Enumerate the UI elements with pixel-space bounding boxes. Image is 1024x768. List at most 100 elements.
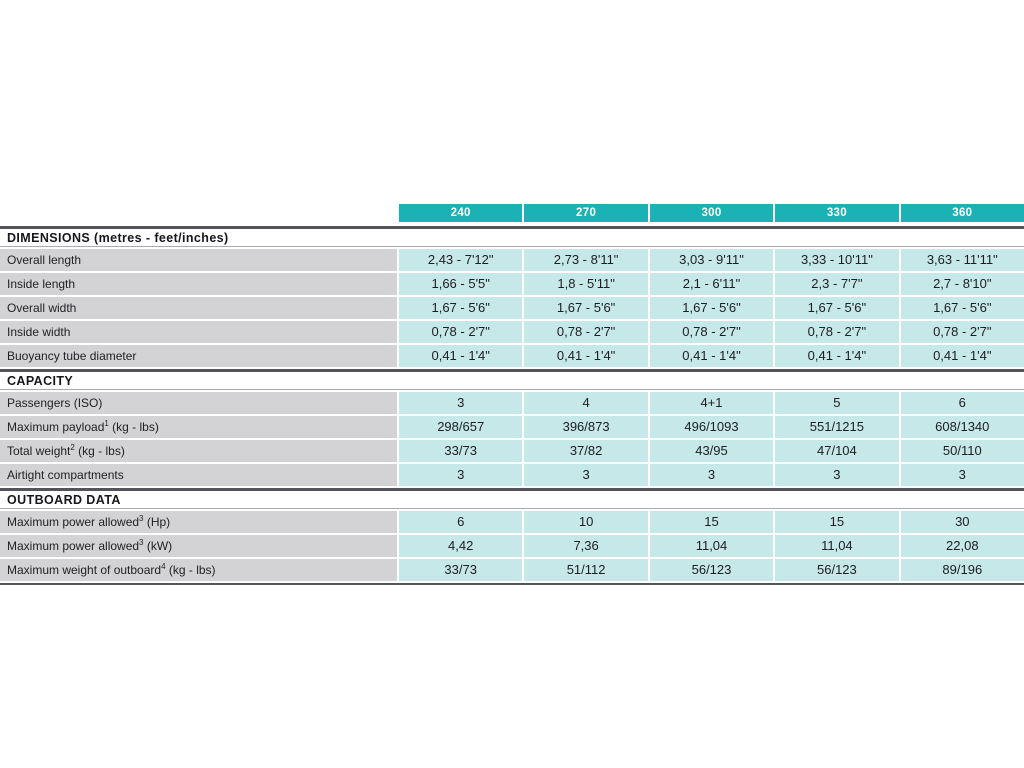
value-cell: 11,04 <box>649 535 774 557</box>
row-label-unit: (Hp) <box>143 515 171 529</box>
value-cell: 3 <box>399 464 523 486</box>
value-cell: 298/657 <box>399 416 523 438</box>
column-header-270: 270 <box>524 204 648 222</box>
value-cell: 551/1215 <box>775 416 899 438</box>
value-cell: 2,1 - 6'11" <box>649 273 774 295</box>
table-row: Maximum power allowed3 (Hp) 6 10 15 15 30 <box>0 511 1024 533</box>
value-cell: 6 <box>399 511 523 533</box>
value-cell: 2,73 - 8'11" <box>524 249 648 271</box>
value-cell: 30 <box>900 511 1024 533</box>
model-header-row: 240 270 300 330 360 <box>0 204 1024 222</box>
value-cell: 1,67 - 5'6" <box>649 297 774 319</box>
row-label-text: Maximum weight of outboard <box>7 563 162 577</box>
value-cell: 0,41 - 1'4" <box>900 345 1024 367</box>
row-label: Total weight2 (kg - lbs) <box>0 440 397 462</box>
row-label: Overall width <box>0 297 397 319</box>
value-cell: 3 <box>399 392 523 414</box>
table-row: Inside width 0,78 - 2'7" 0,78 - 2'7" 0,78 -… <box>0 321 1024 343</box>
column-header-300: 300 <box>649 204 774 222</box>
table-row: Total weight2 (kg - lbs) 33/73 37/82 43/95 4… <box>0 440 1024 462</box>
value-cell: 1,67 - 5'6" <box>775 297 899 319</box>
row-label-text: Total weight <box>7 444 71 458</box>
value-cell: 1,8 - 5'11" <box>524 273 648 295</box>
footnote-superscript: 2 <box>70 443 75 452</box>
value-cell: 3,03 - 9'11" <box>649 249 774 271</box>
value-cell: 0,78 - 2'7" <box>775 321 899 343</box>
row-label-text: Buoyancy tube diameter <box>7 349 137 363</box>
value-cell: 56/123 <box>775 559 899 581</box>
row-label-text: Overall width <box>7 301 77 315</box>
table-body: DIMENSIONS (metres - feet/inches) Overall… <box>0 226 1024 581</box>
table-row: Passengers (ISO) 3 4 4+1 5 6 <box>0 392 1024 414</box>
value-cell: 22,08 <box>900 535 1024 557</box>
row-label: Passengers (ISO) <box>0 392 397 414</box>
value-cell: 2,3 - 7'7" <box>775 273 899 295</box>
boat-specification-table: 240 270 300 330 360 DIMENSIONS (metres - fee… <box>0 204 1024 585</box>
value-cell: 1,67 - 5'6" <box>524 297 648 319</box>
value-cell: 89/196 <box>900 559 1024 581</box>
value-cell: 7,36 <box>524 535 648 557</box>
value-cell: 496/1093 <box>649 416 774 438</box>
value-cell: 3 <box>524 464 648 486</box>
table-row: Maximum weight of outboard4 (kg - lbs) 33… <box>0 559 1024 581</box>
row-label: Maximum weight of outboard4 (kg - lbs) <box>0 559 397 581</box>
value-cell: 50/110 <box>900 440 1024 462</box>
value-cell: 4,42 <box>399 535 523 557</box>
value-cell: 0,78 - 2'7" <box>900 321 1024 343</box>
row-label: Maximum payload1 (kg - lbs) <box>0 416 397 438</box>
value-cell: 1,67 - 5'6" <box>399 297 523 319</box>
table-row: Buoyancy tube diameter 0,41 - 1'4" 0,41 - … <box>0 345 1024 367</box>
row-label: Airtight compartments <box>0 464 397 486</box>
row-label-text: Passengers (ISO) <box>7 396 103 410</box>
value-cell: 15 <box>775 511 899 533</box>
section-header: DIMENSIONS (metres - feet/inches) <box>0 226 1024 247</box>
row-label-text: Maximum payload <box>7 420 105 434</box>
column-header-360: 360 <box>900 204 1024 222</box>
table-row: Overall width 1,67 - 5'6" 1,67 - 5'6" 1,67 … <box>0 297 1024 319</box>
value-cell: 0,41 - 1'4" <box>775 345 899 367</box>
row-label: Inside width <box>0 321 397 343</box>
row-label-unit: (kW) <box>143 539 173 553</box>
row-label-text: Inside length <box>7 277 76 291</box>
row-label-unit: (kg - lbs) <box>74 444 125 458</box>
row-label-unit: (kg - lbs) <box>165 563 216 577</box>
table-row: Maximum power allowed3 (kW) 4,42 7,36 11,04… <box>0 535 1024 557</box>
value-cell: 0,41 - 1'4" <box>524 345 648 367</box>
model-header-spacer <box>0 204 397 222</box>
value-cell: 33/73 <box>399 440 523 462</box>
row-label: Maximum power allowed3 (kW) <box>0 535 397 557</box>
row-label-unit: (kg - lbs) <box>108 420 159 434</box>
value-cell: 37/82 <box>524 440 648 462</box>
value-cell: 2,7 - 8'10" <box>900 273 1024 295</box>
value-cell: 47/104 <box>775 440 899 462</box>
value-cell: 3,33 - 10'11" <box>775 249 899 271</box>
value-cell: 4 <box>524 392 648 414</box>
value-cell: 4+1 <box>649 392 774 414</box>
row-label: Maximum power allowed3 (Hp) <box>0 511 397 533</box>
value-cell: 396/873 <box>524 416 648 438</box>
footnote-superscript: 1 <box>104 419 109 428</box>
section-header: CAPACITY <box>0 369 1024 390</box>
row-label-text: Overall length <box>7 253 82 267</box>
value-cell: 3 <box>649 464 774 486</box>
row-label: Inside length <box>0 273 397 295</box>
column-header-330: 330 <box>775 204 899 222</box>
value-cell: 5 <box>775 392 899 414</box>
footnote-superscript: 3 <box>139 514 144 523</box>
value-cell: 1,67 - 5'6" <box>900 297 1024 319</box>
value-cell: 0,41 - 1'4" <box>649 345 774 367</box>
value-cell: 15 <box>649 511 774 533</box>
value-cell: 0,78 - 2'7" <box>649 321 774 343</box>
value-cell: 43/95 <box>649 440 774 462</box>
value-cell: 0,78 - 2'7" <box>399 321 523 343</box>
row-label-text: Maximum power allowed <box>7 539 140 553</box>
row-label: Overall length <box>0 249 397 271</box>
table-row: Maximum payload1 (kg - lbs) 298/657 396/87… <box>0 416 1024 438</box>
value-cell: 0,78 - 2'7" <box>524 321 648 343</box>
table-row: Airtight compartments 3 3 3 3 3 <box>0 464 1024 486</box>
value-cell: 2,43 - 7'12" <box>399 249 523 271</box>
value-cell: 3 <box>900 464 1024 486</box>
value-cell: 0,41 - 1'4" <box>399 345 523 367</box>
value-cell: 3 <box>775 464 899 486</box>
value-cell: 3,63 - 11'11" <box>900 249 1024 271</box>
